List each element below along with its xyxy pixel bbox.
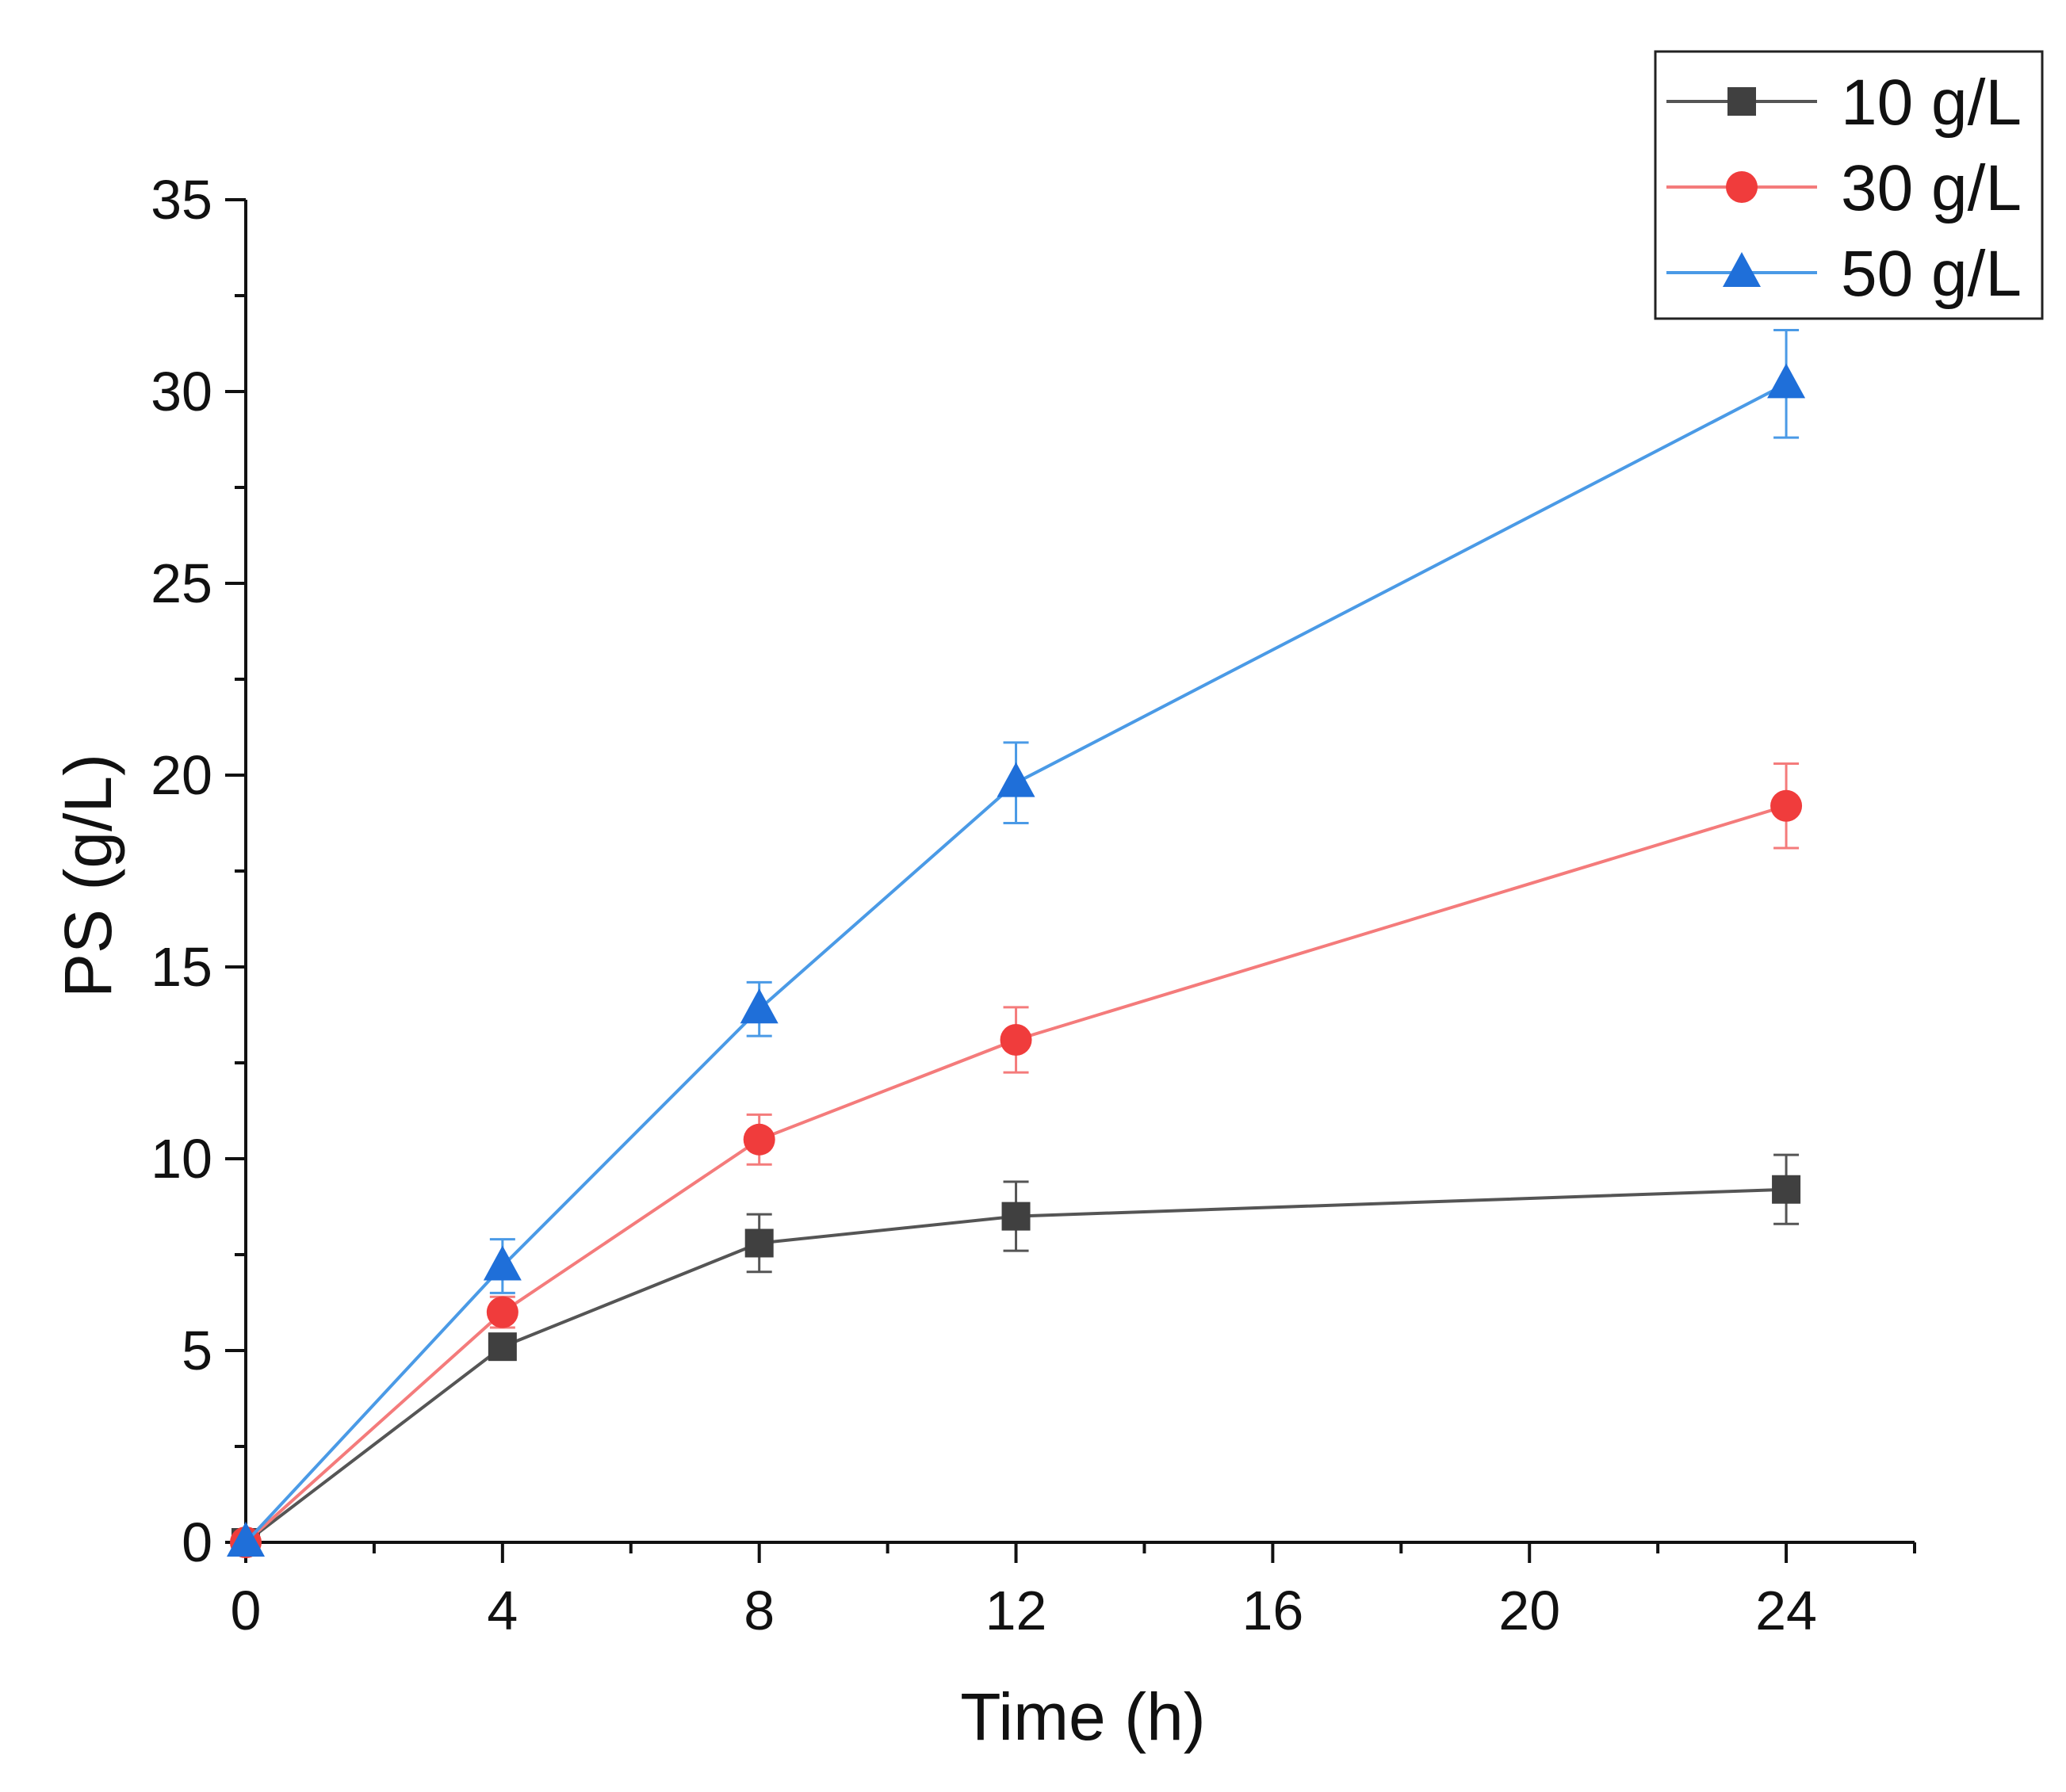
axis-ticks: 0 5 10 15 20 25 30 35 0 4 8 12 16 20 24: [151, 169, 1916, 1641]
x-tick-label: 24: [1755, 1580, 1817, 1641]
x-tick-label: 4: [487, 1580, 518, 1641]
series-layer: [227, 329, 1806, 1558]
legend-marker: [1723, 252, 1761, 287]
data-point: [1001, 1202, 1031, 1231]
x-tick-label: 20: [1498, 1580, 1560, 1641]
legend-label: 10 g/L: [1841, 67, 2022, 139]
legend-entry-3: 50 g/L: [1666, 238, 2022, 310]
data-point: [744, 1228, 774, 1258]
legend-marker: [1727, 87, 1756, 116]
data-point: [483, 1245, 522, 1281]
x-tick-label: 12: [985, 1580, 1047, 1641]
data-point: [1000, 1023, 1032, 1056]
x-tick-label: 8: [744, 1580, 775, 1641]
legend-entry-2: 30 g/L: [1666, 152, 2022, 224]
x-tick-label: 0: [231, 1580, 262, 1641]
legend-label: 30 g/L: [1841, 152, 2022, 224]
legend-marker: [1726, 171, 1758, 203]
data-point: [743, 1123, 775, 1156]
data-point: [1767, 363, 1806, 399]
y-tick-label: 20: [151, 744, 212, 806]
data-point: [488, 1332, 517, 1362]
y-tick-label: 25: [151, 552, 212, 614]
y-tick-label: 5: [182, 1320, 212, 1381]
data-point: [486, 1296, 518, 1328]
data-point: [997, 762, 1035, 797]
x-tick-label: 16: [1242, 1580, 1303, 1641]
legend: 10 g/L 30 g/L 50 g/L: [1654, 50, 2044, 320]
data-point: [1770, 789, 1803, 822]
legend-entry-1: 10 g/L: [1666, 67, 2022, 139]
legend-label: 50 g/L: [1841, 238, 2022, 310]
data-point: [740, 988, 779, 1024]
y-tick-label: 0: [182, 1511, 212, 1573]
series-3: [227, 329, 1806, 1557]
y-tick-label: 30: [151, 361, 212, 422]
x-axis-title: Time (h): [960, 1679, 1206, 1754]
data-point: [1772, 1175, 1801, 1204]
y-tick-label: 35: [151, 169, 212, 231]
y-tick-label: 10: [151, 1128, 212, 1190]
series-2: [230, 762, 1803, 1558]
data-point: [227, 1522, 265, 1557]
y-axis-title: PS (g/L): [51, 754, 125, 998]
y-tick-label: 15: [151, 936, 212, 998]
